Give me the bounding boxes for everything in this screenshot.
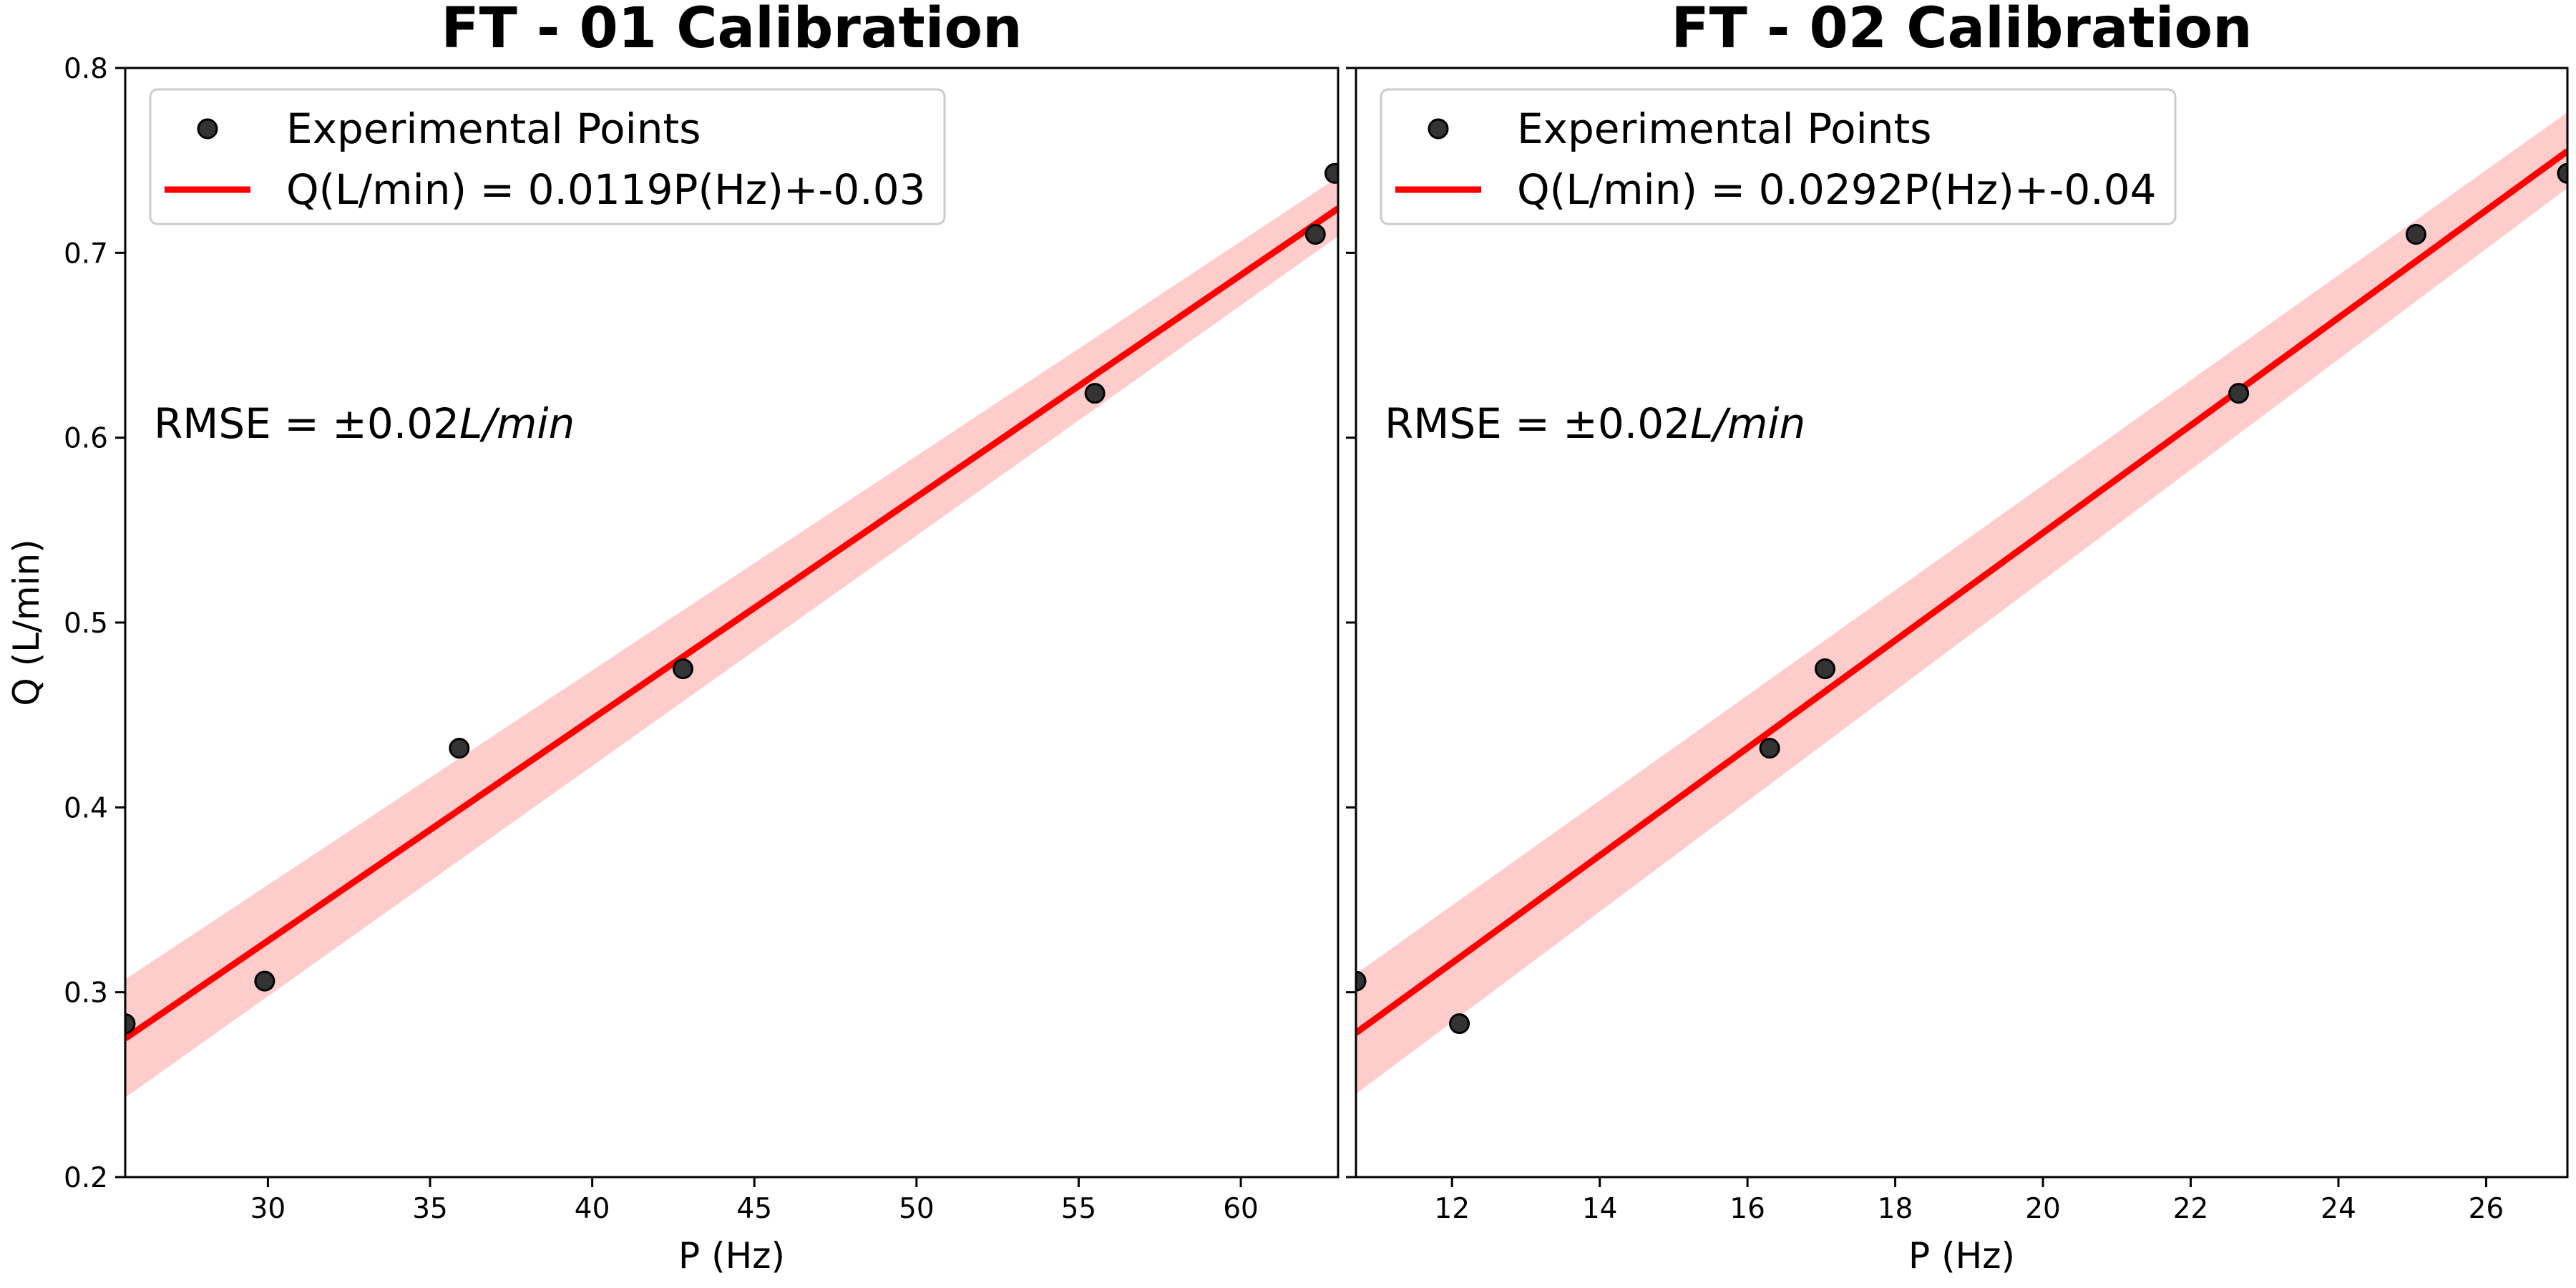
data-point (254, 970, 275, 992)
regression-line (125, 205, 1338, 1041)
x-tick-label: 60 (1223, 1193, 1259, 1225)
x-tick-label: 40 (575, 1193, 610, 1225)
x-tick-label: 55 (1061, 1193, 1097, 1225)
plot-area (1356, 112, 2567, 1094)
data-point (1324, 162, 1338, 184)
y-tick-label: 0.2 (64, 1162, 108, 1194)
data-point (673, 658, 694, 680)
data-point (1815, 658, 1836, 680)
data-point (1084, 383, 1106, 404)
x-tick-label: 30 (250, 1193, 286, 1225)
y-axis-label: Q (L/min) (6, 539, 47, 706)
legend-marker-points (1428, 118, 1449, 140)
panel-ft02: 12 14 16 18 20 22 24 26 FT - 02 Calibration P (Hz… (1346, 0, 2569, 1277)
x-tick-label: 26 (2469, 1193, 2504, 1225)
y-tick-label: 0.8 (64, 53, 108, 85)
legend-label-points: Experimental Points (286, 104, 701, 153)
x-tick-label: 12 (1434, 1193, 1470, 1225)
legend-label-points: Experimental Points (1517, 104, 1931, 153)
panel-ft01: 30 35 40 45 50 55 60 0.2 0.3 0.4 0.5 0.6 0.7 0.8 FT - … (6, 0, 1340, 1277)
x-axis-label: P (Hz) (1908, 1235, 2015, 1277)
y-tick-label: 0.5 (64, 608, 108, 640)
y-tick-label: 0.6 (64, 423, 108, 455)
x-tick-label: 16 (1729, 1193, 1765, 1225)
x-tick-label: 20 (2025, 1193, 2061, 1225)
x-axis-label: P (Hz) (678, 1235, 785, 1277)
data-point (2228, 383, 2250, 404)
plot-area (125, 162, 1338, 1098)
rmse-unit: L/min (1690, 399, 1805, 448)
data-point (2405, 224, 2426, 245)
data-point (125, 1013, 136, 1035)
rmse-annotation: RMSE = ±0.02L/min (154, 399, 575, 448)
data-point (1304, 224, 1326, 245)
rmse-value: RMSE = ±0.02 (154, 399, 459, 448)
data-point (2557, 162, 2567, 184)
x-tick-label: 22 (2173, 1193, 2209, 1225)
y-tick-label: 0.7 (64, 238, 108, 270)
regression-line (1356, 148, 2567, 1036)
x-tick-label: 35 (412, 1193, 448, 1225)
x-tick-label: 14 (1582, 1193, 1618, 1225)
data-point (1356, 970, 1367, 992)
data-point (1449, 1013, 1470, 1035)
x-tick-label: 24 (2321, 1193, 2356, 1225)
y-tick-label: 0.3 (64, 977, 108, 1010)
x-tick-label: 50 (899, 1193, 935, 1225)
legend-box (1380, 88, 2177, 225)
x-tick-label: 45 (736, 1193, 772, 1225)
x-tick-label: 18 (1878, 1193, 1913, 1225)
y-tick-label: 0.4 (64, 792, 108, 824)
legend-label-line: Q(L/min) = 0.0292P(Hz)+-0.04 (1517, 165, 2157, 214)
data-point (449, 738, 470, 759)
confidence-band (1356, 112, 2567, 1094)
legend-box (149, 88, 946, 225)
rmse-annotation: RMSE = ±0.02L/min (1385, 399, 1805, 448)
confidence-band (125, 177, 1338, 1098)
chart-title: FT - 01 Calibration (441, 0, 1022, 61)
rmse-unit: L/min (459, 399, 575, 448)
data-point (1759, 738, 1780, 759)
legend-marker-points (197, 118, 218, 140)
chart-title: FT - 02 Calibration (1671, 0, 2252, 61)
rmse-value: RMSE = ±0.02 (1385, 399, 1690, 448)
legend-label-line: Q(L/min) = 0.0119P(Hz)+-0.03 (286, 165, 926, 214)
